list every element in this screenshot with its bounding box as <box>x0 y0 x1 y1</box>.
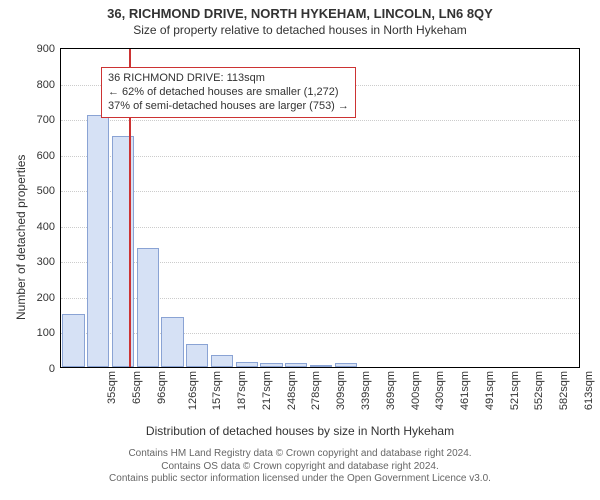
x-tick-label: 430sqm <box>434 371 446 410</box>
callout-line: 36 RICHMOND DRIVE: 113sqm <box>108 72 349 86</box>
chart-container: { "title": "36, RICHMOND DRIVE, NORTH HY… <box>0 0 600 500</box>
attribution-footer: Contains HM Land Registry data © Crown c… <box>0 448 600 486</box>
gridline <box>61 120 579 121</box>
x-tick-label: 157sqm <box>212 371 224 410</box>
x-tick-label: 521sqm <box>509 371 521 410</box>
y-tick-label: 700 <box>37 114 61 126</box>
y-tick-label: 900 <box>37 43 61 55</box>
x-tick-label: 309sqm <box>335 371 347 410</box>
footer-line: Contains HM Land Registry data © Crown c… <box>0 448 600 461</box>
x-tick-label: 126sqm <box>187 371 199 410</box>
gridline <box>61 227 579 228</box>
y-tick-label: 600 <box>37 150 61 162</box>
x-tick-label: 217sqm <box>261 371 273 410</box>
histogram-bar <box>112 136 134 367</box>
x-tick-label: 369sqm <box>385 371 397 410</box>
histogram-bar <box>236 362 258 367</box>
y-tick-label: 800 <box>37 79 61 91</box>
histogram-bar <box>335 363 357 367</box>
x-tick-label: 96sqm <box>156 371 168 404</box>
y-tick-label: 200 <box>37 292 61 304</box>
x-tick-label: 35sqm <box>106 371 118 404</box>
property-callout: 36 RICHMOND DRIVE: 113sqm← 62% of detach… <box>101 67 356 118</box>
footer-line: Contains OS data © Crown copyright and d… <box>0 461 600 474</box>
callout-line: 37% of semi-detached houses are larger (… <box>108 100 349 114</box>
y-tick-label: 500 <box>37 185 61 197</box>
histogram-bar <box>285 363 307 367</box>
x-tick-label: 461sqm <box>459 371 471 410</box>
histogram-bar <box>161 317 183 367</box>
histogram-bar <box>62 314 84 367</box>
gridline <box>61 191 579 192</box>
x-axis-label: Distribution of detached houses by size … <box>0 424 600 438</box>
x-tick-label: 582sqm <box>558 371 570 410</box>
y-tick-label: 100 <box>37 327 61 339</box>
x-tick-label: 339sqm <box>360 371 372 410</box>
histogram-bar <box>260 363 282 367</box>
x-tick-label: 613sqm <box>583 371 595 410</box>
x-tick-label: 65sqm <box>131 371 143 404</box>
histogram-bar <box>87 115 109 367</box>
histogram-bar <box>211 355 233 367</box>
x-tick-label: 400sqm <box>410 371 422 410</box>
chart-title: 36, RICHMOND DRIVE, NORTH HYKEHAM, LINCO… <box>0 0 600 21</box>
y-tick-label: 0 <box>49 363 61 375</box>
chart-subtitle: Size of property relative to detached ho… <box>0 21 600 37</box>
y-tick-label: 300 <box>37 256 61 268</box>
callout-line: ← 62% of detached houses are smaller (1,… <box>108 86 349 100</box>
footer-line: Contains public sector information licen… <box>0 473 600 486</box>
x-tick-label: 552sqm <box>533 371 545 410</box>
y-axis-label: Number of detached properties <box>14 155 28 320</box>
x-tick-label: 278sqm <box>311 371 323 410</box>
plot-area: 010020030040050060070080090035sqm65sqm96… <box>60 48 580 368</box>
x-tick-label: 187sqm <box>236 371 248 410</box>
histogram-bar <box>310 365 332 367</box>
x-tick-label: 248sqm <box>286 371 298 410</box>
y-tick-label: 400 <box>37 221 61 233</box>
histogram-bar <box>186 344 208 367</box>
gridline <box>61 156 579 157</box>
x-tick-label: 491sqm <box>484 371 496 410</box>
histogram-bar <box>137 248 159 367</box>
